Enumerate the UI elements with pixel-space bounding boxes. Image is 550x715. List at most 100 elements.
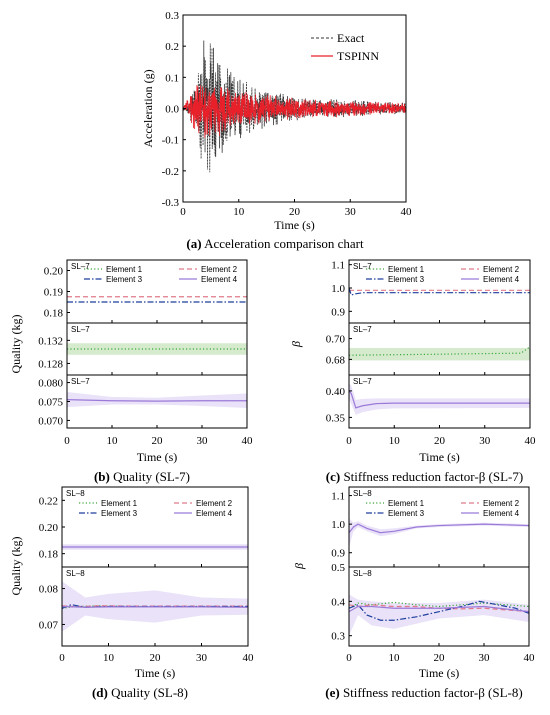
- x-tick-label: 0: [64, 435, 70, 447]
- subpanel-d-2: 0.07 0.08 SL–8: [39, 566, 249, 647]
- legend-b: Element 1 Element 2 Element 3 Element 4: [84, 265, 238, 284]
- y-tick-label: 0.080: [38, 378, 63, 390]
- legend-label: Element 1: [388, 499, 425, 508]
- subpanel-c-2: 0.68 0.70 SL–7: [326, 322, 531, 376]
- panel-tag: SL–7: [71, 262, 90, 271]
- series-tspinn: [182, 85, 407, 138]
- y-axis-label: Quality (kg): [9, 315, 23, 374]
- y-axis-label: β: [289, 341, 303, 348]
- chart-a: 0 10 20 30 40 -0.3 -0.2 -0.1 0.0 0.1 0.2 0.3 Time (s…: [141, 10, 412, 232]
- legend-label: Element 1: [101, 499, 138, 508]
- legend-label: Element 2: [196, 499, 233, 508]
- y-tick-label: 0.18: [44, 308, 64, 320]
- x-axis-label: Time (s): [419, 450, 460, 464]
- y-tick-label: 1.0: [331, 283, 345, 295]
- y-tick-label: 0.9: [331, 548, 345, 560]
- caption-letter: (a): [186, 236, 201, 251]
- caption-letter: (c): [326, 469, 340, 484]
- panel-tag: SL–8: [353, 489, 372, 498]
- y-tick-label: 0.3: [331, 631, 345, 643]
- x-tick-label: 30: [197, 435, 209, 447]
- y-tick-label: 0.075: [38, 397, 63, 409]
- caption-c: (c) Stiffness reduction factor-β (SL-7): [326, 469, 523, 484]
- caption-text: Quality (SL-7): [110, 469, 190, 484]
- x-tick-label: 40: [525, 435, 537, 447]
- x-axis-label: Time (s): [135, 666, 176, 680]
- plot-area: [349, 287, 530, 296]
- x-tick-label: 30: [479, 652, 491, 664]
- series-element-3: [349, 287, 530, 296]
- legend-label: Element 1: [106, 265, 143, 274]
- series-element-4: [62, 605, 248, 608]
- x-tick-label-a: 20: [289, 206, 301, 218]
- legend-c: Element 1 Element 2 Element 3 Element 4: [366, 265, 520, 284]
- x-tick-label: 20: [434, 435, 446, 447]
- panel-tag: SL–8: [66, 489, 85, 498]
- legend-label: Element 1: [388, 265, 425, 274]
- x-tick-label: 10: [103, 652, 115, 664]
- panel-tag: SL–7: [71, 377, 90, 386]
- plot-area: [62, 581, 248, 632]
- legend-label: Element 4: [483, 275, 520, 284]
- panel-tag: SL–8: [66, 569, 85, 578]
- x-tick-label: 20: [150, 652, 162, 664]
- legend-label: Element 3: [388, 275, 425, 284]
- x-tick-label: 40: [524, 652, 536, 664]
- plot-area: [349, 594, 529, 636]
- subpanel-b-2: 0.128 0.132 SL–7: [38, 322, 248, 376]
- y-tick-label: 0.35: [326, 412, 346, 424]
- y-tick-label: 0.128: [38, 358, 63, 370]
- y-axis-label: Quality (kg): [9, 537, 23, 596]
- x-tick-label: 40: [242, 435, 254, 447]
- x-axis-label: Time (s): [137, 450, 178, 464]
- caption-text: Stiffness reduction factor-β (SL-8): [340, 685, 523, 700]
- legend-label: Element 3: [101, 509, 138, 518]
- plot-area: [349, 346, 530, 361]
- plot-area: [349, 518, 529, 547]
- legend-d: Element 1 Element 2 Element 3 Element 4: [79, 499, 233, 518]
- caption-text: Quality (SL-8): [108, 685, 188, 700]
- confidence-band: [349, 518, 529, 547]
- confidence-band: [349, 382, 530, 415]
- legend-label: Element 3: [388, 509, 425, 518]
- y-tick-label: 0.70: [326, 334, 346, 346]
- y-tick-label: 0.9: [331, 306, 345, 318]
- x-axis-label: Time (s): [419, 666, 460, 680]
- series-element-1: [349, 346, 530, 356]
- caption-letter: (b): [94, 469, 110, 484]
- plot-area: [349, 382, 530, 415]
- x-tick-label: 40: [243, 652, 255, 664]
- legend-label: Element 3: [106, 275, 143, 284]
- series-element-4: [67, 399, 247, 402]
- y-tick-label-a: -0.3: [162, 197, 180, 209]
- plot-area: [62, 544, 248, 550]
- confidence-band: [349, 347, 530, 361]
- series-element-2: [349, 604, 529, 613]
- x-tick-label-a: 0: [180, 206, 186, 218]
- x-tick-label: 30: [479, 435, 491, 447]
- caption-letter: (d): [92, 685, 108, 700]
- legend-label-exact: Exact: [337, 31, 365, 45]
- y-tick-label: 0.5: [331, 562, 345, 574]
- x-tick-label-a: 40: [401, 206, 413, 218]
- panel-tag: SL–7: [353, 262, 372, 271]
- y-tick-label-a: -0.2: [162, 166, 179, 178]
- y-tick-label-a: -0.1: [162, 135, 179, 147]
- plot-area: [67, 343, 247, 355]
- x-tick-label: 10: [107, 435, 119, 447]
- legend-label: Element 4: [196, 509, 233, 518]
- y-axis-label: β: [292, 563, 306, 570]
- x-tick-label-a: 30: [345, 206, 357, 218]
- legend-label: Element 4: [201, 275, 238, 284]
- caption-a: (a) Acceleration comparison chart: [186, 236, 364, 251]
- caption-b: (b) Quality (SL-7): [94, 469, 190, 484]
- legend-e: Element 1 Element 2 Element 3 Element 4: [366, 499, 520, 518]
- y-tick-label: 0.22: [39, 495, 58, 507]
- y-tick-label: 1.1: [331, 491, 345, 503]
- panel-tag: SL–7: [353, 325, 372, 334]
- legend-label: Element 4: [483, 509, 520, 518]
- series-element-4: [349, 523, 529, 534]
- subpanel-d-1: 0.18 0.20 0.22 SL–8: [39, 486, 249, 568]
